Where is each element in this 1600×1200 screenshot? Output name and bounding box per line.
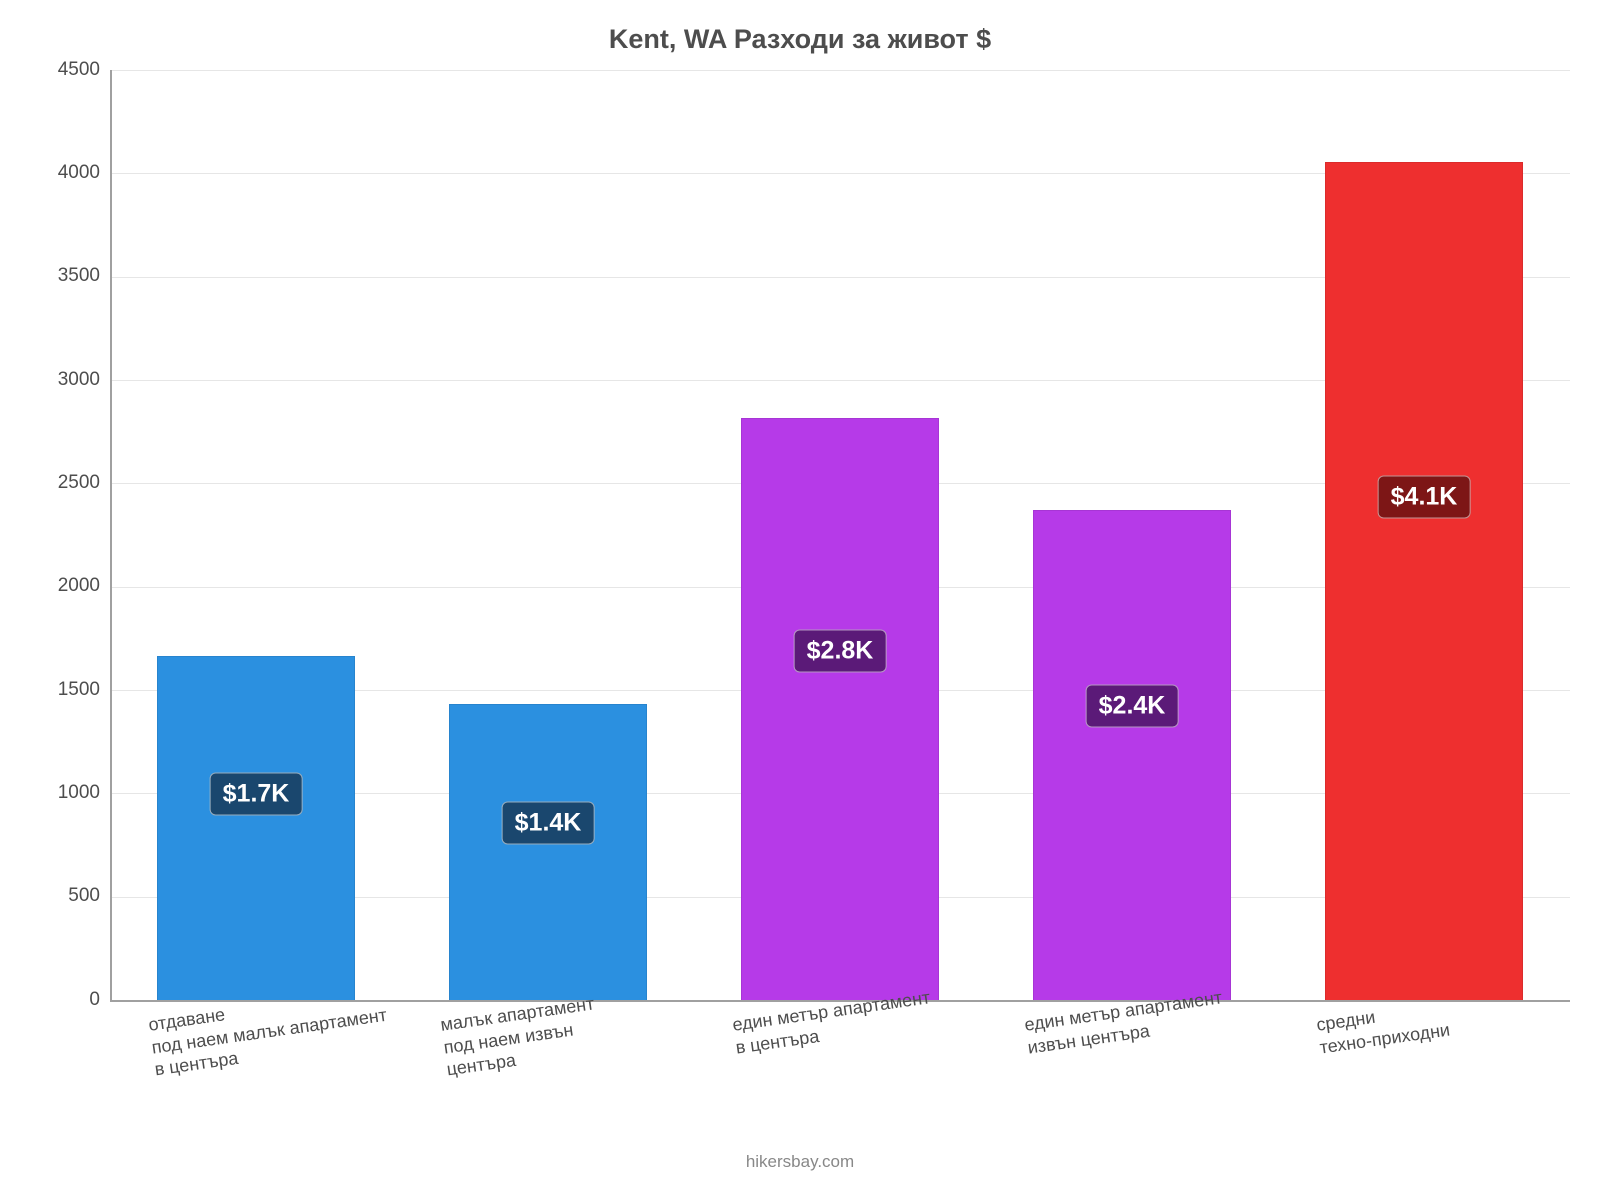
y-axis-line xyxy=(110,70,112,1000)
plot-area: $1.7K $1.4K $2.8K $2.4K $4.1K xyxy=(110,70,1570,1000)
bar-value-label: $4.1K xyxy=(1378,476,1471,519)
y-tick-label: 4000 xyxy=(58,162,100,184)
bar xyxy=(1033,510,1232,1000)
y-tick-label: 1000 xyxy=(58,782,100,804)
bar-value-label: $2.8K xyxy=(794,629,887,672)
bar xyxy=(449,704,648,1000)
y-tick-label: 500 xyxy=(68,885,100,907)
chart-title: Kent, WA Разходи за живот $ xyxy=(0,24,1600,55)
y-tick-label: 2000 xyxy=(58,575,100,597)
chart-container: Kent, WA Разходи за живот $ $1.7K $1.4K $2… xyxy=(0,0,1600,1200)
y-tick-label: 0 xyxy=(89,989,100,1011)
bar-value-label: $2.4K xyxy=(1086,685,1179,728)
bar xyxy=(741,418,940,1000)
chart-caption: hikersbay.com xyxy=(0,1152,1600,1172)
y-tick-label: 3500 xyxy=(58,265,100,287)
y-tick-label: 2500 xyxy=(58,472,100,494)
bar xyxy=(157,656,356,1000)
bar xyxy=(1325,162,1524,1000)
gridline xyxy=(110,70,1570,71)
bar-value-label: $1.4K xyxy=(502,801,595,844)
bar-value-label: $1.7K xyxy=(210,772,303,815)
y-tick-label: 3000 xyxy=(58,369,100,391)
y-tick-label: 4500 xyxy=(58,59,100,81)
y-tick-label: 1500 xyxy=(58,679,100,701)
